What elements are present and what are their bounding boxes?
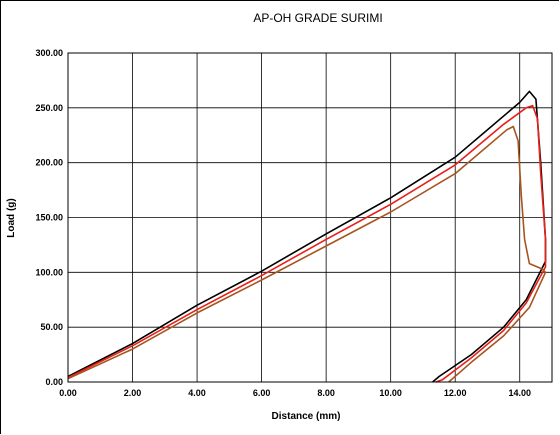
x-axis-title: Distance (mm) [272,411,341,422]
plot-area-border [67,52,553,383]
x-tick-label: 10.00 [379,388,402,398]
x-tick-label: 8.00 [317,388,335,398]
x-tick-label: 12.00 [444,388,467,398]
y-tick-label: 150.00 [35,213,63,223]
series-layer [67,90,547,383]
y-tick-label: 100.00 [35,267,63,277]
series-line-2 [67,104,547,383]
y-axis-title: Load (g) [6,198,17,237]
x-tick-label: 0.00 [59,388,77,398]
tick-labels: 0.00 2.00 4.00 6.00 8.00 10.00 12.00 14.00 0.00 5… [35,48,531,398]
y-tick-label: 300.00 [35,48,63,58]
x-tick-label: 14.00 [508,388,531,398]
x-tick-label: 6.00 [253,388,271,398]
y-tick-label: 200.00 [35,158,63,168]
series-line-1 [67,90,547,383]
x-tick-label: 4.00 [188,388,206,398]
chart-title: AP-OH GRADE SURIMI [253,11,382,25]
x-tick-label: 2.00 [124,388,142,398]
y-tick-label: 50.00 [40,322,63,332]
grid [67,52,552,383]
series-line-3 [67,125,547,383]
y-tick-label: 0.00 [45,377,63,387]
y-tick-label: 250.00 [35,103,63,113]
